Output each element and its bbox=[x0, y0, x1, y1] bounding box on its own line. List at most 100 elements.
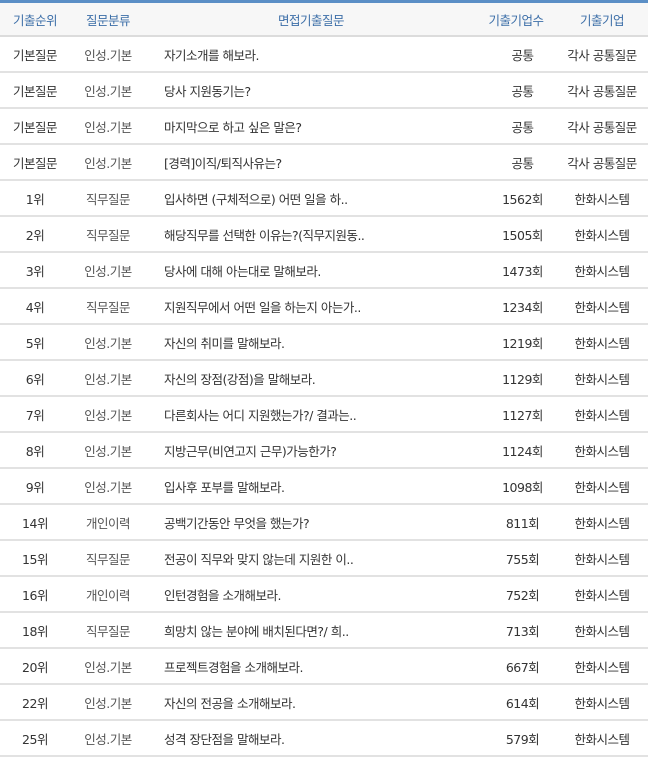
cell-company: 각사 공통질문 bbox=[556, 144, 648, 181]
table-row: 기본질문 인성.기본 [경력]이직/퇴직사유는? 공통 각사 공통질문 bbox=[0, 144, 648, 181]
cell-company: 한화시스템 bbox=[556, 288, 648, 325]
cell-rank: 2위 bbox=[0, 216, 70, 253]
cell-count: 614회 bbox=[476, 684, 556, 721]
cell-question-link[interactable]: 전공이 직무와 맞지 않는데 지원한 이.. bbox=[146, 540, 476, 577]
table-row: 9위 인성.기본 입사후 포부를 말해보라. 1098회 한화시스템 bbox=[0, 468, 648, 505]
cell-rank: 5위 bbox=[0, 324, 70, 361]
cell-count: 1473회 bbox=[476, 252, 556, 289]
cell-question-link[interactable]: 자기소개를 해보라. bbox=[146, 36, 476, 73]
cell-count: 공통 bbox=[476, 144, 556, 181]
cell-category: 인성.기본 bbox=[70, 432, 146, 469]
cell-question-link[interactable]: 자신의 전공을 소개해보라. bbox=[146, 684, 476, 721]
header-question: 면접기출질문 bbox=[146, 1, 476, 37]
cell-question-link[interactable]: 인턴경험을 소개해보라. bbox=[146, 576, 476, 613]
cell-count: 1098회 bbox=[476, 468, 556, 505]
cell-rank: 7위 bbox=[0, 396, 70, 433]
cell-company: 한화시스템 bbox=[556, 432, 648, 469]
cell-category: 인성.기본 bbox=[70, 36, 146, 73]
cell-category: 인성.기본 bbox=[70, 144, 146, 181]
table-row: 1위 직무질문 입사하면 (구체적으로) 어떤 일을 하.. 1562회 한화시스템 bbox=[0, 180, 648, 217]
cell-rank: 1위 bbox=[0, 180, 70, 217]
cell-category: 인성.기본 bbox=[70, 648, 146, 685]
cell-company: 한화시스템 bbox=[556, 720, 648, 757]
cell-count: 1562회 bbox=[476, 180, 556, 217]
table-row: 25위 인성.기본 성격 장단점을 말해보라. 579회 한화시스템 bbox=[0, 720, 648, 757]
cell-question-link[interactable]: 마지막으로 하고 싶은 말은? bbox=[146, 108, 476, 145]
table-row: 기본질문 인성.기본 당사 지원동기는? 공통 각사 공통질문 bbox=[0, 72, 648, 109]
table-row: 기본질문 인성.기본 마지막으로 하고 싶은 말은? 공통 각사 공통질문 bbox=[0, 108, 648, 145]
table-row: 15위 직무질문 전공이 직무와 맞지 않는데 지원한 이.. 755회 한화시스템 bbox=[0, 540, 648, 577]
table-row: 2위 직무질문 해당직무를 선택한 이유는?(직무지원동.. 1505회 한화시스템 bbox=[0, 216, 648, 253]
cell-category: 개인이력 bbox=[70, 504, 146, 541]
table-row: 6위 인성.기본 자신의 장점(강점)을 말해보라. 1129회 한화시스템 bbox=[0, 360, 648, 397]
cell-category: 직무질문 bbox=[70, 612, 146, 649]
cell-question-link[interactable]: 입사하면 (구체적으로) 어떤 일을 하.. bbox=[146, 180, 476, 217]
cell-company: 한화시스템 bbox=[556, 576, 648, 613]
cell-count: 1124회 bbox=[476, 432, 556, 469]
cell-question-link[interactable]: 다른회사는 어디 지원했는가?/ 결과는.. bbox=[146, 396, 476, 433]
cell-count: 공통 bbox=[476, 36, 556, 73]
cell-company: 한화시스템 bbox=[556, 468, 648, 505]
cell-rank: 20위 bbox=[0, 648, 70, 685]
cell-rank: 14위 bbox=[0, 504, 70, 541]
cell-company: 한화시스템 bbox=[556, 540, 648, 577]
cell-rank: 8위 bbox=[0, 432, 70, 469]
cell-rank: 기본질문 bbox=[0, 36, 70, 73]
cell-question-link[interactable]: 입사후 포부를 말해보라. bbox=[146, 468, 476, 505]
cell-company: 한화시스템 bbox=[556, 684, 648, 721]
cell-count: 811회 bbox=[476, 504, 556, 541]
cell-rank: 기본질문 bbox=[0, 144, 70, 181]
header-rank: 기출순위 bbox=[0, 1, 70, 37]
table-row: 18위 직무질문 희망치 않는 분야에 배치된다면?/ 희.. 713회 한화시스템 bbox=[0, 612, 648, 649]
cell-question-link[interactable]: 프로젝트경험을 소개해보라. bbox=[146, 648, 476, 685]
cell-question-link[interactable]: 성격 장단점을 말해보라. bbox=[146, 720, 476, 757]
cell-category: 인성.기본 bbox=[70, 72, 146, 109]
cell-company: 각사 공통질문 bbox=[556, 108, 648, 145]
table-row: 20위 인성.기본 프로젝트경험을 소개해보라. 667회 한화시스템 bbox=[0, 648, 648, 685]
cell-category: 인성.기본 bbox=[70, 720, 146, 757]
cell-count: 579회 bbox=[476, 720, 556, 757]
cell-company: 한화시스템 bbox=[556, 396, 648, 433]
cell-category: 인성.기본 bbox=[70, 360, 146, 397]
cell-question-link[interactable]: 지방근무(비연고지 근무)가능한가? bbox=[146, 432, 476, 469]
cell-rank: 18위 bbox=[0, 612, 70, 649]
cell-category: 인성.기본 bbox=[70, 396, 146, 433]
cell-count: 1219회 bbox=[476, 324, 556, 361]
cell-question-link[interactable]: 희망치 않는 분야에 배치된다면?/ 희.. bbox=[146, 612, 476, 649]
cell-question-link[interactable]: 자신의 장점(강점)을 말해보라. bbox=[146, 360, 476, 397]
cell-category: 개인이력 bbox=[70, 576, 146, 613]
header-count: 기출기업수 bbox=[476, 1, 556, 37]
header-category: 질문분류 bbox=[70, 1, 146, 37]
cell-rank: 15위 bbox=[0, 540, 70, 577]
table-row: 22위 인성.기본 자신의 전공을 소개해보라. 614회 한화시스템 bbox=[0, 684, 648, 721]
cell-question-link[interactable]: 지원직무에서 어떤 일을 하는지 아는가.. bbox=[146, 288, 476, 325]
cell-count: 713회 bbox=[476, 612, 556, 649]
cell-category: 직무질문 bbox=[70, 180, 146, 217]
cell-category: 인성.기본 bbox=[70, 252, 146, 289]
cell-rank: 4위 bbox=[0, 288, 70, 325]
cell-question-link[interactable]: 당사에 대해 아는대로 말해보라. bbox=[146, 252, 476, 289]
cell-company: 한화시스템 bbox=[556, 360, 648, 397]
cell-rank: 9위 bbox=[0, 468, 70, 505]
cell-question-link[interactable]: 당사 지원동기는? bbox=[146, 72, 476, 109]
cell-question-link[interactable]: 공백기간동안 무엇을 했는가? bbox=[146, 504, 476, 541]
cell-company: 한화시스템 bbox=[556, 648, 648, 685]
cell-company: 한화시스템 bbox=[556, 252, 648, 289]
cell-question-link[interactable]: 해당직무를 선택한 이유는?(직무지원동.. bbox=[146, 216, 476, 253]
cell-company: 각사 공통질문 bbox=[556, 72, 648, 109]
cell-company: 한화시스템 bbox=[556, 216, 648, 253]
cell-category: 인성.기본 bbox=[70, 108, 146, 145]
table-row: 7위 인성.기본 다른회사는 어디 지원했는가?/ 결과는.. 1127회 한화시스템 bbox=[0, 396, 648, 433]
cell-rank: 16위 bbox=[0, 576, 70, 613]
cell-company: 한화시스템 bbox=[556, 612, 648, 649]
cell-count: 1234회 bbox=[476, 288, 556, 325]
cell-rank: 기본질문 bbox=[0, 108, 70, 145]
table-row: 5위 인성.기본 자신의 취미를 말해보라. 1219회 한화시스템 bbox=[0, 324, 648, 361]
table-row: 16위 개인이력 인턴경험을 소개해보라. 752회 한화시스템 bbox=[0, 576, 648, 613]
cell-question-link[interactable]: 자신의 취미를 말해보라. bbox=[146, 324, 476, 361]
cell-question-link[interactable]: [경력]이직/퇴직사유는? bbox=[146, 144, 476, 181]
cell-count: 1505회 bbox=[476, 216, 556, 253]
cell-count: 755회 bbox=[476, 540, 556, 577]
cell-count: 공통 bbox=[476, 72, 556, 109]
